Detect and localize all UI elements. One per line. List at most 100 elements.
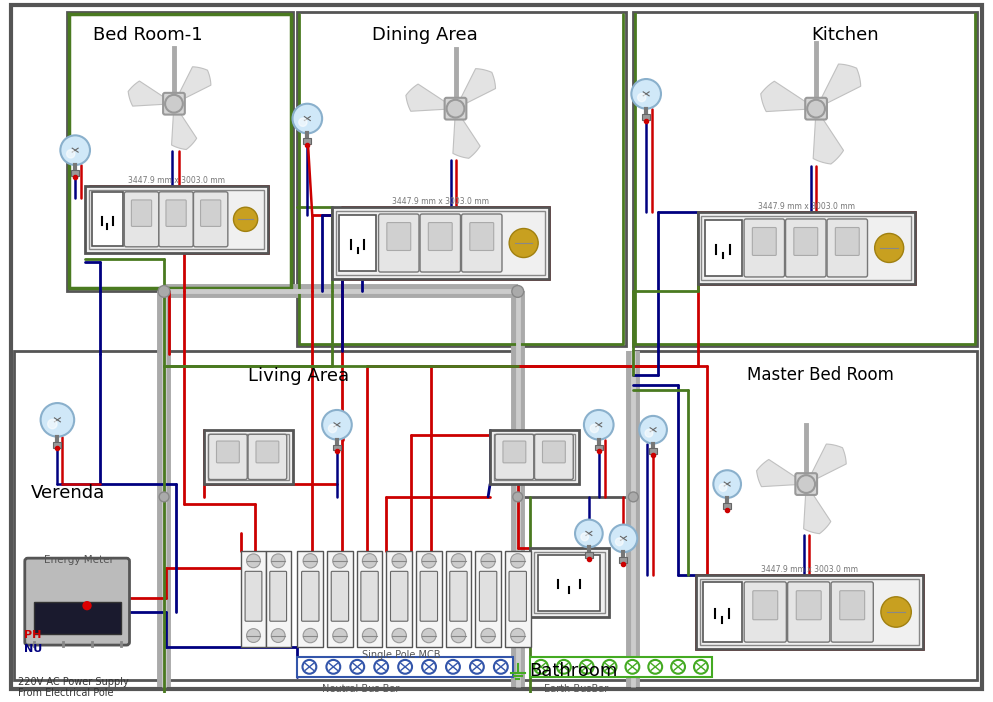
Circle shape	[807, 100, 825, 117]
FancyBboxPatch shape	[496, 435, 534, 479]
Polygon shape	[174, 67, 211, 104]
FancyBboxPatch shape	[503, 441, 526, 463]
Circle shape	[83, 602, 91, 609]
Circle shape	[648, 660, 662, 674]
FancyBboxPatch shape	[509, 571, 526, 621]
Bar	[71, 170, 79, 176]
Bar	[241, 551, 266, 647]
FancyBboxPatch shape	[744, 582, 786, 642]
FancyBboxPatch shape	[450, 571, 467, 621]
Circle shape	[629, 492, 638, 502]
Bar	[416, 551, 442, 647]
Bar	[634, 12, 977, 346]
Bar	[642, 114, 650, 119]
Circle shape	[481, 628, 496, 643]
FancyBboxPatch shape	[785, 219, 826, 277]
FancyBboxPatch shape	[542, 441, 565, 463]
Circle shape	[233, 207, 257, 232]
Circle shape	[398, 660, 412, 674]
FancyBboxPatch shape	[787, 582, 830, 642]
Bar	[585, 552, 593, 558]
Bar	[34, 602, 120, 634]
Circle shape	[719, 484, 727, 491]
FancyBboxPatch shape	[831, 582, 873, 642]
Bar	[304, 138, 311, 144]
Circle shape	[392, 554, 406, 568]
Circle shape	[451, 628, 466, 643]
Circle shape	[581, 533, 589, 541]
Text: Master Bed Room: Master Bed Room	[747, 366, 894, 383]
Bar	[91, 192, 123, 246]
Circle shape	[470, 660, 484, 674]
Circle shape	[575, 519, 603, 548]
Circle shape	[638, 93, 645, 102]
FancyBboxPatch shape	[420, 214, 461, 272]
Bar	[298, 657, 512, 677]
Circle shape	[271, 554, 285, 568]
FancyBboxPatch shape	[428, 223, 452, 251]
Text: Energy Meter: Energy Meter	[44, 555, 113, 565]
FancyBboxPatch shape	[753, 590, 778, 620]
Text: Earth BusBar: Earth BusBar	[544, 684, 609, 694]
Circle shape	[374, 660, 388, 674]
Circle shape	[351, 660, 364, 674]
Polygon shape	[456, 69, 496, 109]
Polygon shape	[406, 84, 456, 112]
FancyBboxPatch shape	[248, 435, 287, 479]
Bar	[89, 190, 264, 249]
Bar	[595, 444, 603, 451]
Text: Bed Room-1: Bed Room-1	[93, 26, 203, 44]
Circle shape	[510, 628, 525, 643]
Circle shape	[645, 430, 652, 437]
Circle shape	[590, 424, 599, 432]
Bar	[504, 551, 530, 647]
Circle shape	[512, 492, 522, 502]
FancyBboxPatch shape	[194, 192, 227, 247]
Bar	[705, 220, 742, 277]
Circle shape	[584, 410, 614, 439]
Bar	[634, 351, 977, 680]
Text: Bathroom: Bathroom	[529, 662, 618, 680]
Bar	[649, 449, 657, 454]
Circle shape	[447, 100, 465, 117]
Bar	[298, 551, 323, 647]
Bar	[538, 555, 600, 611]
Bar	[204, 430, 293, 484]
FancyBboxPatch shape	[445, 98, 467, 119]
Circle shape	[632, 79, 661, 109]
FancyBboxPatch shape	[796, 590, 821, 620]
Bar	[529, 548, 609, 618]
Bar	[533, 552, 605, 614]
Circle shape	[303, 628, 318, 643]
Bar	[529, 657, 712, 677]
Polygon shape	[128, 81, 174, 106]
Circle shape	[392, 628, 406, 643]
Circle shape	[322, 410, 352, 439]
Text: NU: NU	[24, 644, 42, 654]
Circle shape	[48, 419, 57, 429]
Bar	[495, 434, 575, 480]
Bar	[446, 551, 472, 647]
Bar	[356, 551, 382, 647]
Circle shape	[67, 150, 74, 158]
Circle shape	[557, 660, 571, 674]
Circle shape	[293, 104, 322, 133]
FancyBboxPatch shape	[753, 227, 777, 256]
Circle shape	[509, 228, 538, 258]
Circle shape	[797, 475, 815, 493]
Circle shape	[158, 286, 170, 298]
Bar	[491, 430, 579, 484]
Bar	[167, 351, 517, 680]
FancyBboxPatch shape	[462, 214, 502, 272]
Circle shape	[511, 286, 523, 298]
Bar	[620, 557, 628, 563]
FancyBboxPatch shape	[744, 219, 784, 277]
Circle shape	[159, 492, 169, 502]
Circle shape	[694, 660, 708, 674]
FancyBboxPatch shape	[534, 435, 573, 479]
FancyBboxPatch shape	[827, 219, 868, 277]
Circle shape	[494, 660, 507, 674]
Circle shape	[626, 660, 639, 674]
FancyBboxPatch shape	[835, 227, 859, 256]
Bar	[697, 213, 915, 284]
